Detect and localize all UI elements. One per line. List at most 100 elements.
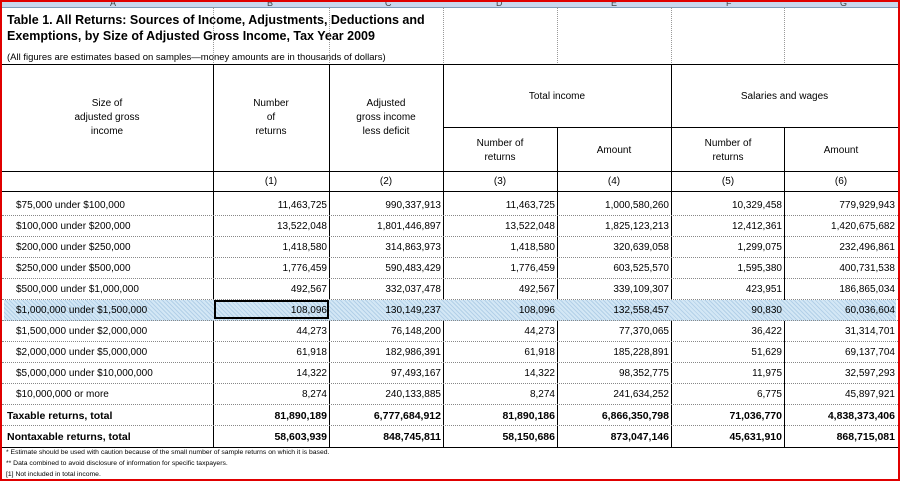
table-cell[interactable]: 12,412,361 <box>731 221 782 232</box>
table-cell[interactable]: 10,329,458 <box>731 200 782 211</box>
table-cell[interactable]: 36,422 <box>751 326 782 337</box>
table-cell[interactable]: 779,929,943 <box>839 200 895 211</box>
table-cell[interactable]: 77,370,065 <box>618 326 669 337</box>
table-cell[interactable]: 1,418,580 <box>282 242 328 253</box>
row-label[interactable]: $10,000,000 or more <box>16 389 109 400</box>
table-cell[interactable]: 1,825,123,213 <box>605 221 669 232</box>
table-cell[interactable]: 590,483,429 <box>385 263 441 274</box>
table-row[interactable]: $500,000 under $1,000,000 492,567 332,037,… <box>4 279 896 300</box>
table-row[interactable]: $250,000 under $500,000 1,776,459 590,483,… <box>4 258 896 279</box>
table-cell[interactable]: 58,150,686 <box>502 431 555 443</box>
table-cell[interactable]: 990,337,913 <box>385 200 441 211</box>
table-cell[interactable]: 1,801,446,897 <box>377 221 441 232</box>
table-cell[interactable]: 241,634,252 <box>613 389 669 400</box>
row-label[interactable]: $2,000,000 under $5,000,000 <box>16 347 148 358</box>
table-row-selected[interactable]: $1,000,000 under $1,500,000 108,096 130,14… <box>4 300 896 321</box>
row-label[interactable]: $200,000 under $250,000 <box>16 242 131 253</box>
row-label[interactable]: Nontaxable returns, total <box>7 431 131 443</box>
table-cell[interactable]: 1,776,459 <box>510 263 556 274</box>
table-cell[interactable]: 4,838,373,406 <box>827 410 895 422</box>
table-row[interactable]: $2,000,000 under $5,000,000 61,918 182,986… <box>4 342 896 363</box>
table-cell[interactable]: 44,273 <box>296 326 327 337</box>
table-cell[interactable]: 130,149,237 <box>385 305 441 316</box>
table-row[interactable]: Nontaxable returns, total 58,603,939 848,7… <box>4 426 896 447</box>
row-label[interactable]: $250,000 under $500,000 <box>16 263 131 274</box>
table-cell[interactable]: 1,595,380 <box>737 263 783 274</box>
table-cell[interactable]: 14,322 <box>524 368 555 379</box>
column-header-d[interactable]: D <box>496 0 503 8</box>
table-cell[interactable]: 81,890,189 <box>274 410 327 422</box>
table-cell[interactable]: 11,975 <box>752 368 782 379</box>
table-cell[interactable]: 332,037,478 <box>385 284 441 295</box>
table-cell[interactable]: 108,096 <box>290 305 327 316</box>
table-row[interactable]: $200,000 under $250,000 1,418,580 314,863,… <box>4 237 896 258</box>
column-header-f[interactable]: F <box>726 0 732 8</box>
table-cell[interactable]: 339,109,307 <box>613 284 669 295</box>
table-cell[interactable]: 423,951 <box>745 284 782 295</box>
table-cell[interactable]: 182,986,391 <box>385 347 441 358</box>
column-header-a[interactable]: A <box>110 0 117 8</box>
table-cell[interactable]: 1,299,075 <box>737 242 783 253</box>
table-cell[interactable]: 14,322 <box>296 368 327 379</box>
table-cell[interactable]: 97,493,167 <box>390 368 441 379</box>
table-cell[interactable]: 1,420,675,682 <box>831 221 895 232</box>
table-cell[interactable]: 45,631,910 <box>729 431 782 443</box>
table-cell[interactable]: 400,731,538 <box>839 263 895 274</box>
table-cell[interactable]: 873,047,146 <box>610 431 669 443</box>
table-cell[interactable]: 868,715,081 <box>836 431 895 443</box>
column-header-e[interactable]: E <box>611 0 618 8</box>
row-label[interactable]: $500,000 under $1,000,000 <box>16 284 139 295</box>
table-cell[interactable]: 603,525,570 <box>613 263 669 274</box>
table-row[interactable]: $100,000 under $200,000 13,522,048 1,801,4… <box>4 216 896 237</box>
column-header-b[interactable]: B <box>267 0 274 8</box>
row-label[interactable]: $5,000,000 under $10,000,000 <box>16 368 153 379</box>
table-cell[interactable]: 232,496,861 <box>839 242 895 253</box>
table-cell[interactable]: 44,273 <box>524 326 555 337</box>
table-cell[interactable]: 76,148,200 <box>390 326 441 337</box>
table-cell[interactable]: 58,603,939 <box>274 431 327 443</box>
column-header-bar[interactable]: A B C D E F G <box>2 2 898 8</box>
table-cell[interactable]: 186,865,034 <box>839 284 895 295</box>
row-label[interactable]: $75,000 under $100,000 <box>16 200 125 211</box>
table-cell[interactable]: 108,096 <box>518 305 555 316</box>
table-row[interactable]: $1,500,000 under $2,000,000 44,273 76,148,… <box>4 321 896 342</box>
table-cell[interactable]: 492,567 <box>518 284 555 295</box>
row-label[interactable]: Taxable returns, total <box>7 410 113 422</box>
table-cell[interactable]: 1,418,580 <box>510 242 556 253</box>
table-cell[interactable]: 848,745,811 <box>383 431 441 443</box>
table-cell[interactable]: 1,776,459 <box>282 263 328 274</box>
table-cell[interactable]: 8,274 <box>301 389 327 400</box>
table-cell[interactable]: 6,777,684,912 <box>373 410 441 422</box>
column-header-g[interactable]: G <box>840 0 848 8</box>
table-cell[interactable]: 61,918 <box>296 347 327 358</box>
table-cell[interactable]: 11,463,725 <box>505 200 555 211</box>
table-cell[interactable]: 11,463,725 <box>277 200 327 211</box>
table-cell[interactable]: 6,866,350,798 <box>601 410 669 422</box>
table-cell[interactable]: 98,352,775 <box>618 368 669 379</box>
row-label[interactable]: $1,500,000 under $2,000,000 <box>16 326 148 337</box>
table-cell[interactable]: 90,830 <box>751 305 782 316</box>
table-cell[interactable]: 8,274 <box>529 389 555 400</box>
table-row[interactable]: $10,000,000 or more 8,274 240,133,885 8,274… <box>4 384 896 405</box>
table-cell[interactable]: 6,775 <box>756 389 782 400</box>
row-label[interactable]: $100,000 under $200,000 <box>16 221 131 232</box>
table-cell[interactable]: 13,522,048 <box>276 221 327 232</box>
table-cell[interactable]: 60,036,604 <box>844 305 895 316</box>
table-row[interactable]: $5,000,000 under $10,000,000 14,322 97,493… <box>4 363 896 384</box>
table-cell[interactable]: 492,567 <box>290 284 327 295</box>
table-cell[interactable]: 45,897,921 <box>844 389 895 400</box>
table-row[interactable]: Taxable returns, total 81,890,189 6,777,68… <box>4 405 896 426</box>
table-cell[interactable]: 185,228,891 <box>613 347 669 358</box>
table-cell[interactable]: 240,133,885 <box>385 389 441 400</box>
row-label[interactable]: $1,000,000 under $1,500,000 <box>16 305 148 316</box>
table-cell[interactable]: 51,629 <box>751 347 782 358</box>
table-cell[interactable]: 31,314,701 <box>844 326 895 337</box>
table-cell[interactable]: 32,597,293 <box>844 368 895 379</box>
column-header-c[interactable]: C <box>385 0 392 8</box>
table-cell[interactable]: 71,036,770 <box>729 410 782 422</box>
table-cell[interactable]: 320,639,058 <box>613 242 669 253</box>
table-cell[interactable]: 13,522,048 <box>504 221 555 232</box>
table-row[interactable]: $75,000 under $100,000 11,463,725 990,337,… <box>4 195 896 216</box>
table-cell[interactable]: 1,000,580,260 <box>605 200 669 211</box>
